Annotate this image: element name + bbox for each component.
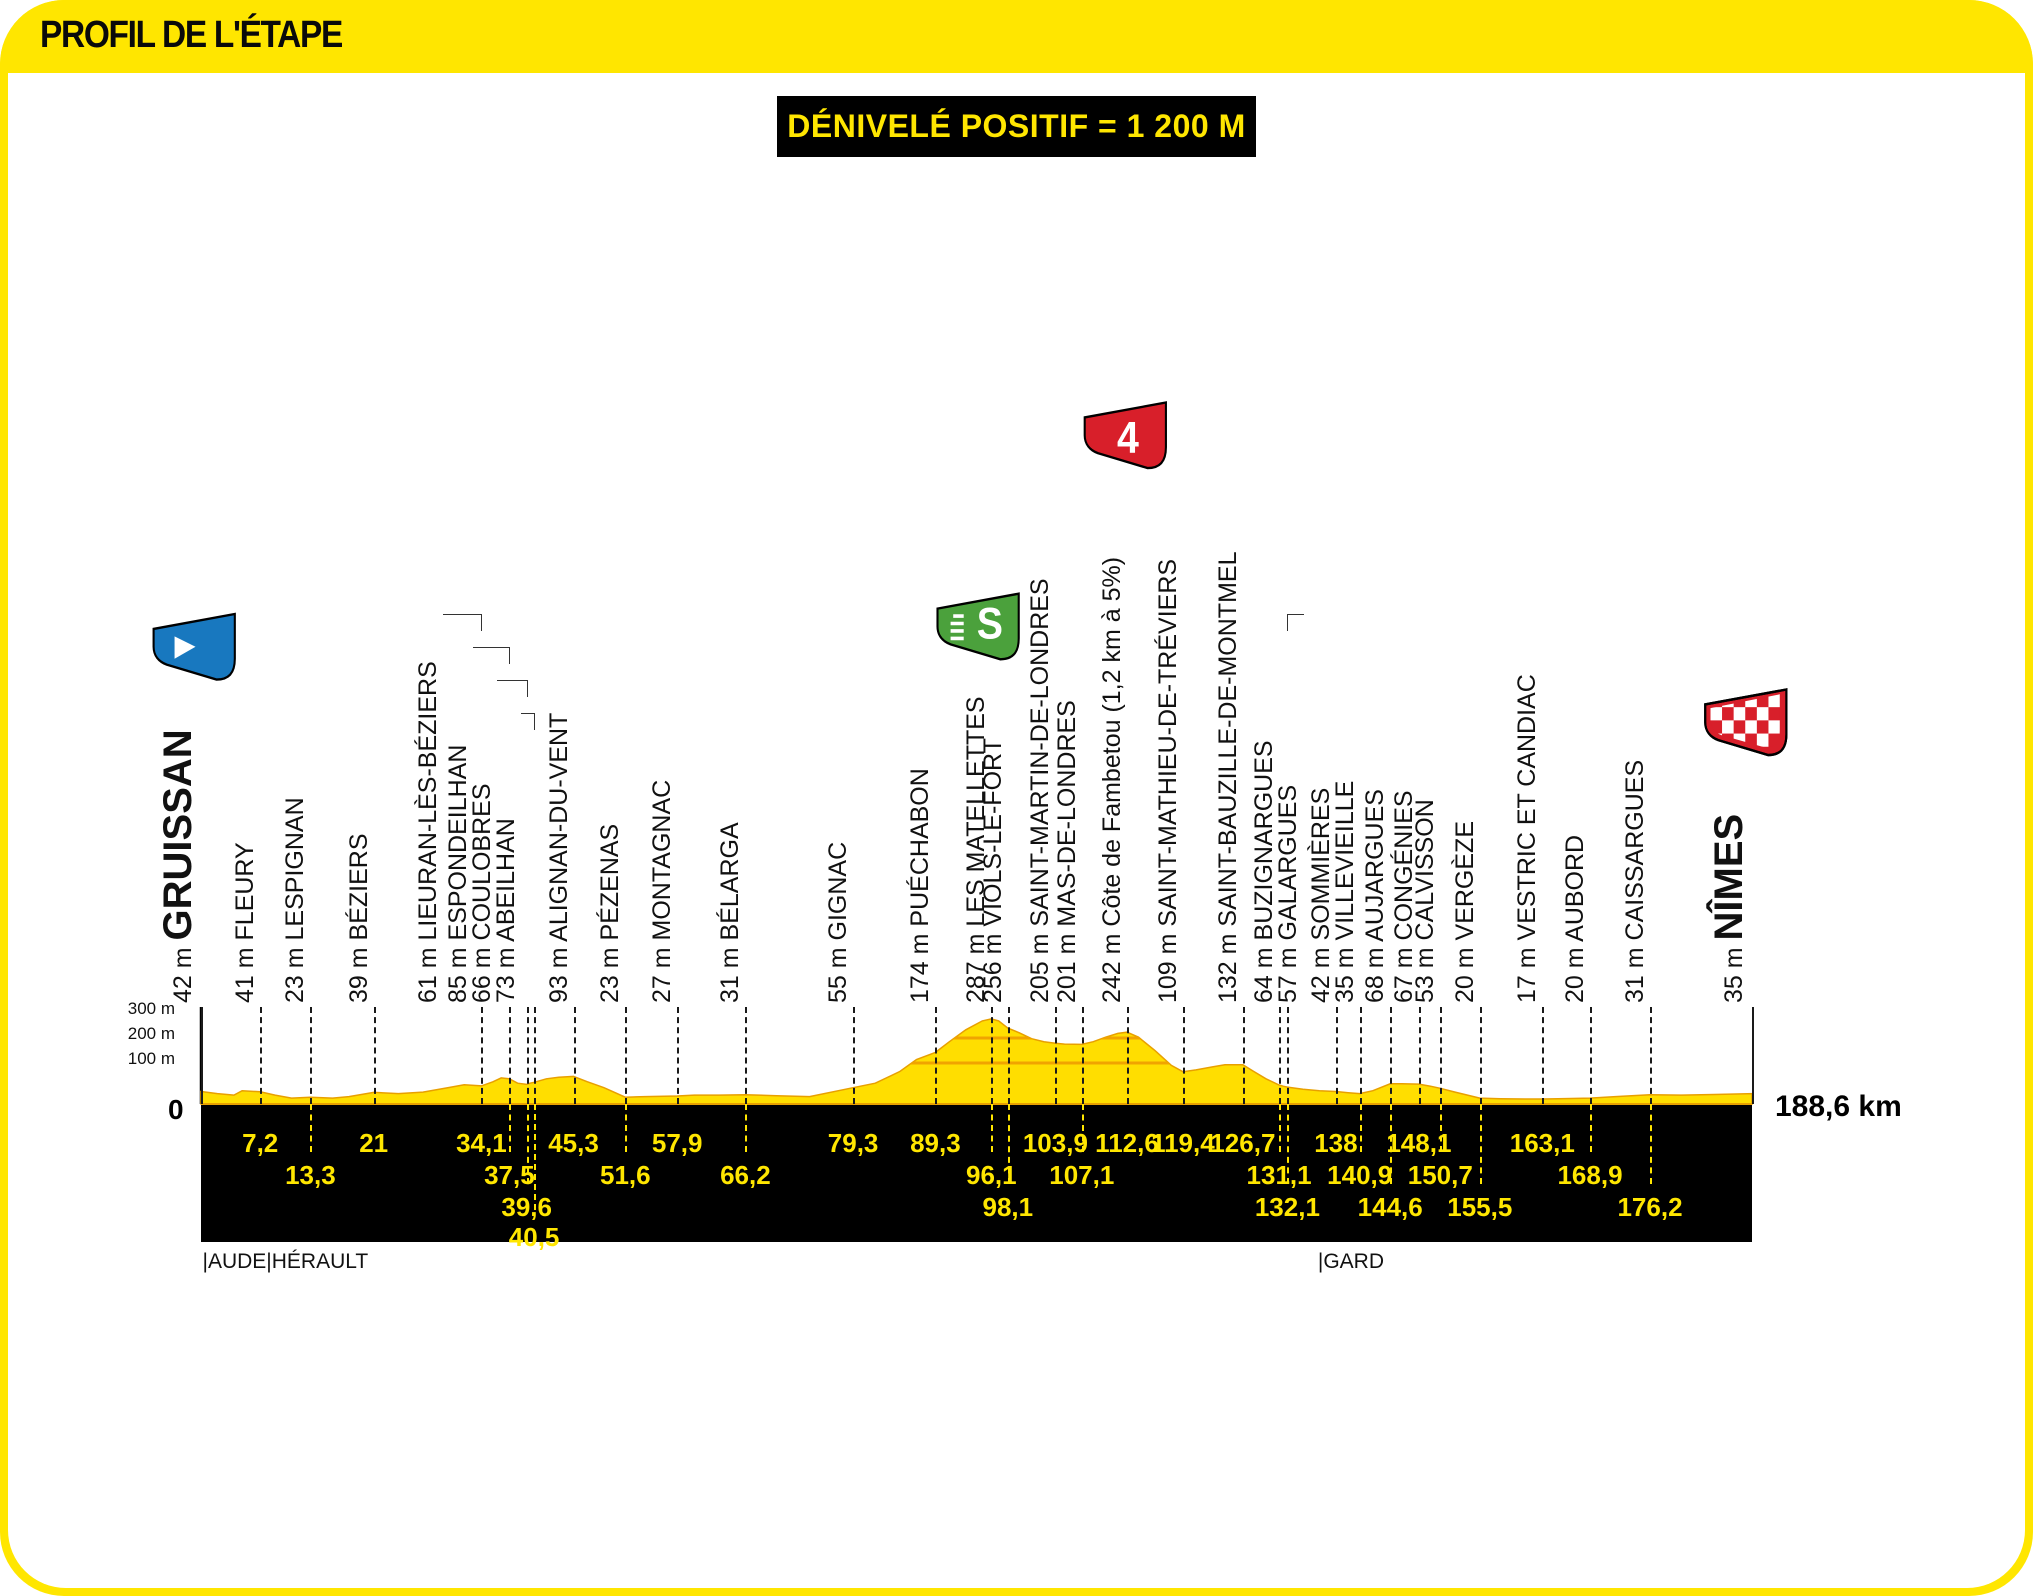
svg-text:S: S <box>977 598 1003 648</box>
svg-text:4: 4 <box>1117 413 1139 463</box>
